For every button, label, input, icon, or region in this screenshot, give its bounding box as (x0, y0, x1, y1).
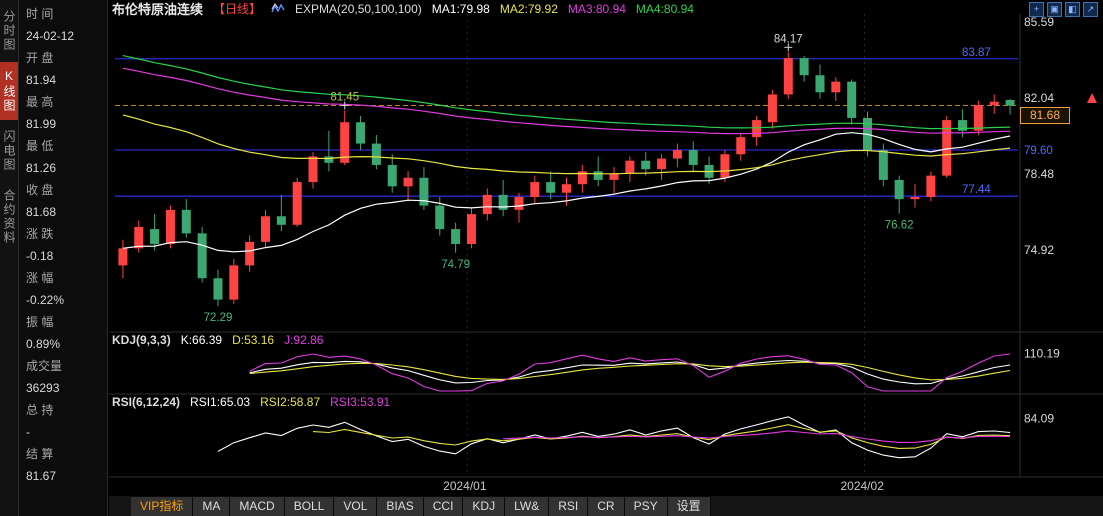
indicator-tab-bias[interactable]: BIAS (377, 496, 424, 516)
annotations-layer: 83.87 79.60 77.44 72.29 81.45 74.79 84.17 76.62 (204, 33, 1053, 324)
indicator-tab-macd[interactable]: MACD (230, 496, 285, 516)
current-price-value: 81.68 (1029, 107, 1061, 122)
chart-type-tab-strip: 分时图 K线图闪电图合约资料 (0, 0, 19, 516)
kdj-d-value: D:53.16 (232, 333, 275, 347)
price-axis-label: 74.92 (1024, 243, 1054, 257)
quote-field-value: 81.26 (26, 161, 57, 175)
price-level-label: 83.87 (962, 47, 991, 59)
ma-value-label: MA2:79.92 (499, 1, 558, 16)
sidebar-tab-time-share-chart[interactable]: 分时图 (2, 10, 16, 52)
indicator-tab-vol[interactable]: VOL (334, 496, 378, 516)
swing-price-label: 84.17 (774, 33, 803, 45)
quote-field-label: 收 盘 (26, 183, 54, 197)
rsi-panel-header: RSI(6,12,24) RSI1:65.03 RSI2:58.87 RSI3:… (112, 395, 390, 409)
rsi-indicator-name[interactable]: RSI(6,12,24) (112, 395, 181, 409)
indicator-tab-lwr[interactable]: LW& (505, 496, 550, 516)
price-up-arrow-icon (1087, 93, 1097, 103)
quote-field-label: 涨 跌 (26, 227, 54, 241)
quote-field-value: 81.99 (26, 117, 57, 131)
quote-field-label: 涨 幅 (26, 271, 54, 285)
indicator-tab-vip[interactable]: VIP指标 (131, 496, 194, 516)
chart-header: 布伦特原油连续 【日线】 EXPMA(20,50,100,100) MA1:79… (112, 1, 694, 18)
ma-value-label: MA3:80.94 (567, 1, 626, 16)
grid-layout-icon[interactable]: ▣ (1047, 2, 1062, 17)
swing-price-label: 81.45 (330, 91, 359, 103)
sidebar-tab-flash-chart[interactable]: 闪电图 (2, 130, 16, 172)
indicator-tab-settings[interactable]: 设置 (667, 496, 711, 516)
price-axis-labels: 85.59 82.04 78.48 74.92 110.19 84.09 (1024, 15, 1097, 426)
x-axis: 2024/01 2024/02 (0, 478, 1103, 495)
price-level-label: 79.60 (1024, 145, 1053, 157)
quote-field-label: 总 持 (26, 403, 54, 417)
rsi3-value: RSI3:53.91 (330, 395, 391, 409)
swing-price-label: 74.79 (441, 259, 470, 271)
kdj-axis-label: 110.19 (1024, 346, 1060, 360)
price-axis-label: 78.48 (1024, 167, 1054, 181)
quote-field-label: 成交量 (26, 359, 63, 373)
quote-panel: 时 间 24-02-12 开 盘 81.94 最 高 81.99 最 低 81.26 收 盘 81… (19, 0, 108, 516)
sidebar-tab-contract-info[interactable]: 合约资料 (2, 189, 16, 245)
kdj-j-value: J:92.86 (284, 333, 324, 347)
indicator-tab-ma[interactable]: MA (193, 496, 231, 516)
quote-field-label: 最 高 (26, 95, 54, 109)
indicator-tab-boll[interactable]: BOLL (284, 496, 335, 516)
indicator-tab-cr[interactable]: CR (588, 496, 625, 516)
quote-field-value: 36293 (26, 381, 60, 395)
quote-field-value: 81.68 (26, 205, 57, 219)
kdj-indicator-name[interactable]: KDJ(9,3,3) (112, 333, 171, 347)
price-axis-label: 82.04 (1024, 91, 1054, 105)
quote-field-label: 最 低 (26, 139, 54, 153)
quote-field-value: -0.18 (26, 249, 54, 263)
swing-price-label: 76.62 (885, 220, 914, 232)
rsi1-value: RSI1:65.03 (190, 395, 251, 409)
quote-field-value: 81.94 (26, 73, 57, 87)
quote-field-value: 81.67 (26, 469, 57, 483)
indicator-tab-bar: VIP指标 MA MACD BOLL VOL BIAS CCI KDJ LW& RSI CR PSY 设… (109, 496, 1103, 516)
split-view-icon[interactable]: ◧ (1065, 2, 1080, 17)
indicator-tab-kdj[interactable]: KDJ (463, 496, 506, 516)
quote-field-value: -0.22% (26, 293, 65, 307)
expand-view-icon[interactable]: ↗ (1083, 2, 1098, 17)
ema-overlay-lines (122, 55, 1011, 253)
rsi-axis-label: 84.09 (1024, 412, 1054, 426)
quote-field-value: 24-02-12 (26, 29, 75, 43)
quote-field-label: 开 盘 (26, 51, 54, 65)
swing-price-label: 72.29 (204, 312, 233, 324)
instrument-title: 布伦特原油连续 (112, 2, 204, 17)
rsi-lines (217, 416, 1011, 459)
ma-values: MA1:79.98 MA2:79.92 MA3:80.94 MA4:80.94 (432, 2, 694, 16)
sidebar-tab-kline-chart[interactable]: K线图 (0, 62, 18, 120)
chart-layout-toolbar: + ▣ ◧ ↗ (1029, 2, 1098, 17)
indicator-tab-psy[interactable]: PSY (624, 496, 668, 516)
period-label[interactable]: 【日线】 (213, 2, 262, 16)
rsi2-value: RSI2:58.87 (260, 395, 321, 409)
indicator-logo-icon (271, 3, 285, 14)
kdj-lines (249, 353, 1011, 392)
indicator-tab-rsi[interactable]: RSI (549, 496, 589, 516)
price-axis-label: 85.59 (1024, 15, 1054, 29)
ma-value-label: MA4:80.94 (635, 1, 694, 16)
quote-field-label: 时 间 (26, 7, 54, 21)
indicator-name[interactable]: EXPMA(20,50,100,100) (295, 1, 422, 16)
quote-field-label: 振 幅 (26, 315, 54, 329)
crosshair-tool-icon[interactable]: + (1029, 2, 1044, 17)
indicator-tab-cci[interactable]: CCI (423, 496, 464, 516)
quote-field-label: 结 算 (26, 447, 54, 461)
candlestick-series (118, 52, 1015, 307)
quote-field-value: 0.89% (26, 337, 61, 351)
ma-value-label: MA1:79.98 (431, 1, 490, 16)
x-axis-label: 2024/02 (840, 479, 884, 493)
current-price-box: 81.68 (1020, 106, 1070, 124)
price-level-label: 77.44 (962, 184, 991, 196)
x-axis-label: 2024/01 (443, 479, 487, 493)
quote-field-value: - (26, 425, 30, 439)
kdj-k-value: K:66.39 (180, 333, 223, 347)
kdj-panel-header: KDJ(9,3,3) K:66.39 D:53.16 J:92.86 (112, 333, 323, 347)
